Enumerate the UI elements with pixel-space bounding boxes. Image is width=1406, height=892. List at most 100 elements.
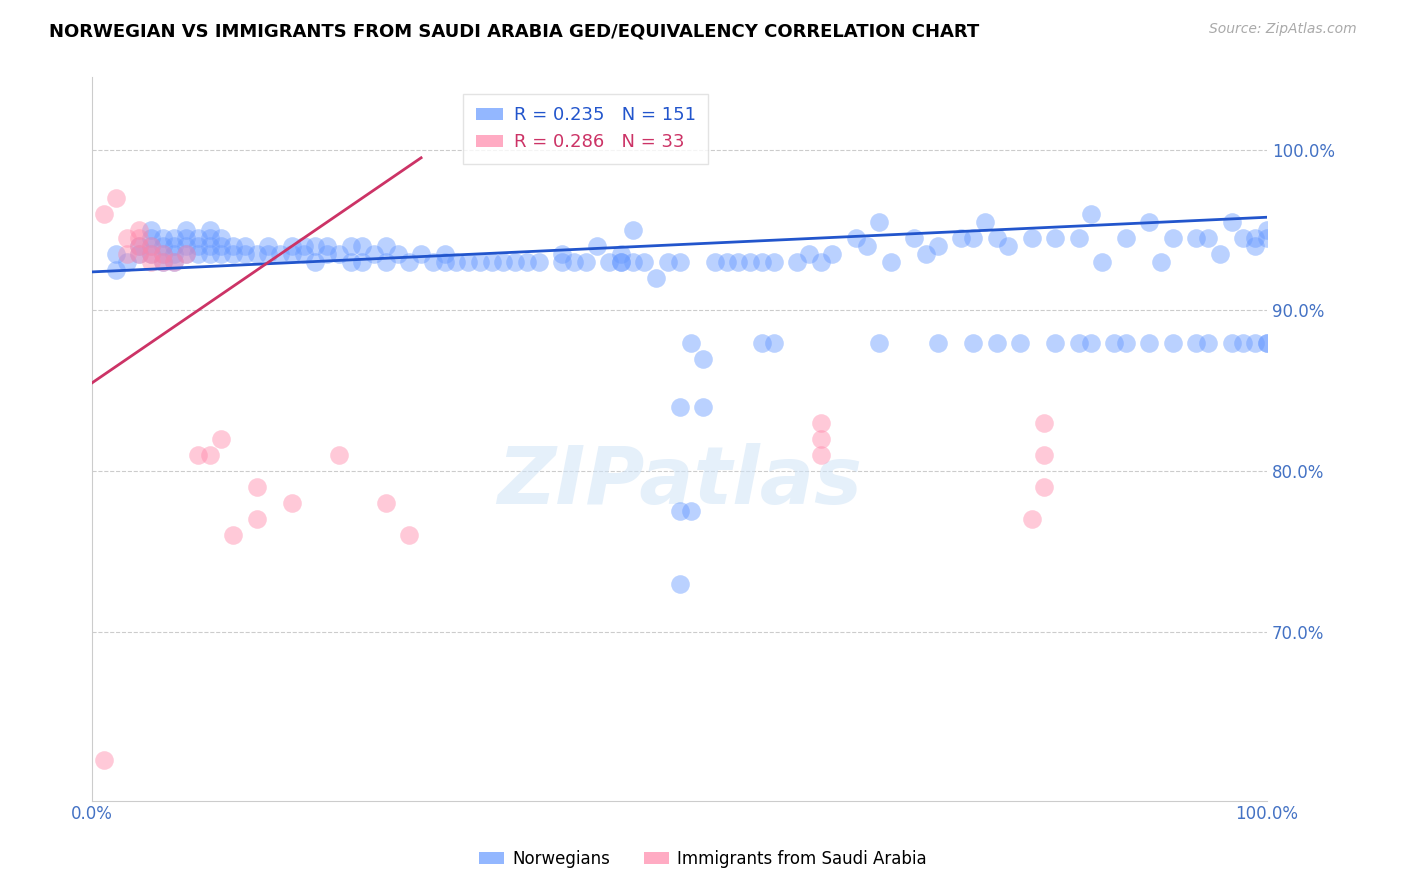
Point [1139, 335, 1161, 350]
Point [222, 528, 245, 542]
Point [198, 448, 221, 462]
Point [703, 255, 725, 269]
Point [328, 448, 350, 462]
Point [751, 255, 773, 269]
Point [209, 247, 232, 261]
Point [304, 239, 326, 253]
Point [974, 215, 997, 229]
Point [927, 239, 949, 253]
Point [1115, 231, 1137, 245]
Point [1232, 335, 1254, 350]
Point [668, 504, 690, 518]
Point [269, 247, 291, 261]
Point [152, 247, 174, 261]
Point [433, 255, 456, 269]
Point [1197, 231, 1219, 245]
Point [610, 255, 633, 269]
Point [257, 247, 280, 261]
Point [492, 255, 515, 269]
Point [574, 255, 596, 269]
Point [610, 247, 633, 261]
Point [997, 239, 1019, 253]
Point [128, 223, 150, 237]
Point [621, 223, 644, 237]
Point [209, 239, 232, 253]
Point [304, 255, 326, 269]
Point [117, 247, 139, 261]
Point [246, 480, 269, 494]
Point [586, 239, 609, 253]
Point [187, 247, 209, 261]
Point [1256, 335, 1278, 350]
Point [810, 432, 832, 446]
Point [93, 754, 115, 768]
Point [104, 247, 127, 261]
Point [152, 247, 174, 261]
Point [128, 239, 150, 253]
Point [668, 400, 690, 414]
Point [374, 496, 396, 510]
Point [868, 335, 890, 350]
Point [163, 231, 186, 245]
Point [1197, 335, 1219, 350]
Point [139, 247, 162, 261]
Point [398, 255, 420, 269]
Point [117, 255, 139, 269]
Point [868, 215, 890, 229]
Point [621, 255, 644, 269]
Point [1032, 480, 1054, 494]
Point [163, 255, 186, 269]
Point [152, 239, 174, 253]
Point [856, 239, 879, 253]
Point [645, 271, 668, 285]
Point [821, 247, 844, 261]
Point [668, 576, 690, 591]
Point [1209, 247, 1232, 261]
Point [633, 255, 655, 269]
Point [692, 400, 714, 414]
Point [152, 255, 174, 269]
Point [174, 239, 197, 253]
Point [457, 255, 479, 269]
Point [374, 255, 396, 269]
Point [152, 255, 174, 269]
Point [104, 263, 127, 277]
Point [139, 231, 162, 245]
Legend: R = 0.235   N = 151, R = 0.286   N = 33: R = 0.235 N = 151, R = 0.286 N = 33 [463, 94, 709, 164]
Point [187, 231, 209, 245]
Point [903, 231, 925, 245]
Point [1256, 231, 1278, 245]
Point [1045, 335, 1067, 350]
Point [915, 247, 938, 261]
Point [681, 335, 703, 350]
Point [692, 351, 714, 366]
Point [433, 247, 456, 261]
Point [233, 239, 256, 253]
Point [1150, 255, 1173, 269]
Point [1161, 231, 1184, 245]
Point [174, 247, 197, 261]
Point [128, 247, 150, 261]
Point [810, 255, 832, 269]
Point [1244, 335, 1267, 350]
Point [352, 255, 374, 269]
Point [281, 239, 304, 253]
Point [657, 255, 679, 269]
Point [962, 231, 984, 245]
Point [257, 239, 280, 253]
Point [1244, 231, 1267, 245]
Point [128, 231, 150, 245]
Point [738, 255, 761, 269]
Point [1220, 335, 1243, 350]
Point [139, 239, 162, 253]
Text: Source: ZipAtlas.com: Source: ZipAtlas.com [1209, 22, 1357, 37]
Point [1080, 335, 1102, 350]
Point [1185, 231, 1208, 245]
Point [117, 231, 139, 245]
Point [598, 255, 620, 269]
Point [1102, 335, 1125, 350]
Point [163, 239, 186, 253]
Point [198, 239, 221, 253]
Point [93, 207, 115, 221]
Point [1080, 207, 1102, 221]
